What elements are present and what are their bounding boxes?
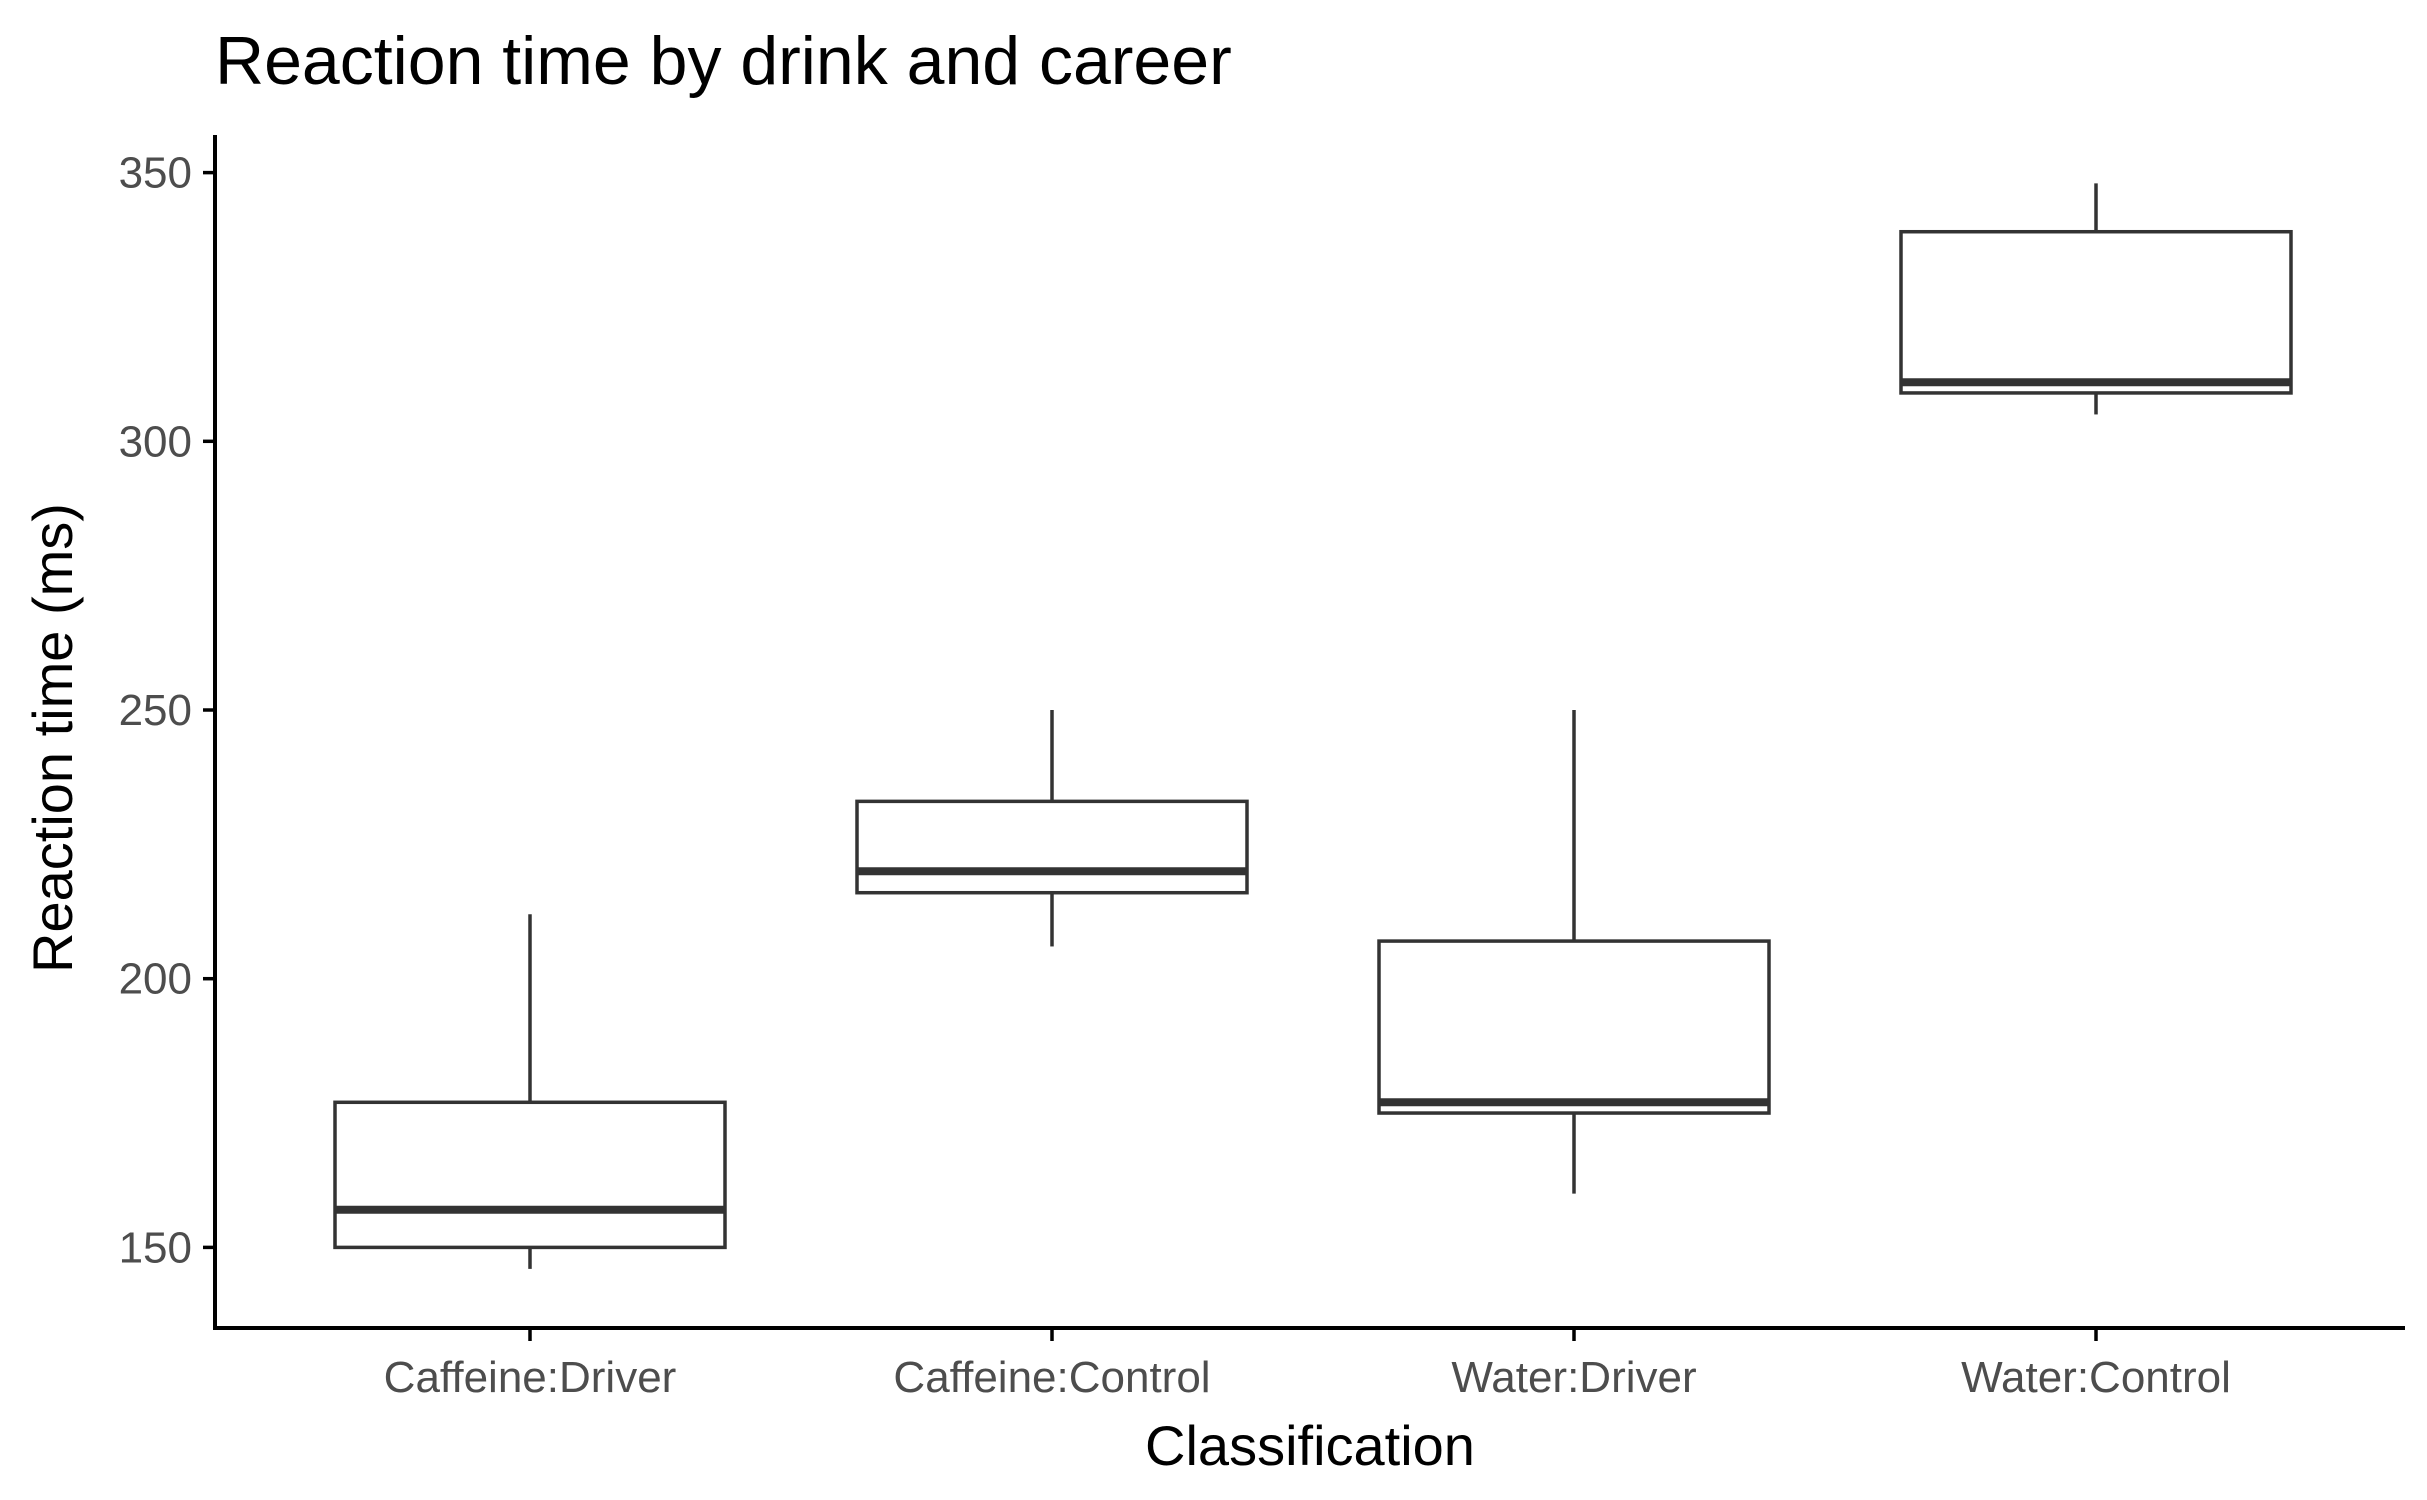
x-axis-title: Classification (1145, 1414, 1475, 1477)
box-iqr (1377, 939, 1771, 1115)
x-axis-ticks: Caffeine:Driver Caffeine:Control Water:Dri… (384, 1328, 2231, 1402)
x-tick-label: Water:Control (1961, 1353, 2231, 1402)
box-group (1899, 183, 2293, 415)
chart-title: Reaction time by drink and career (215, 23, 1232, 99)
x-tick-label: Caffeine:Control (893, 1353, 1210, 1402)
box-group (855, 710, 1249, 947)
y-tick-label: 150 (119, 1223, 192, 1272)
box-iqr (333, 1100, 727, 1250)
y-axis-ticks: 150 200 250 300 350 (119, 149, 215, 1272)
x-tick-label: Caffeine:Driver (384, 1353, 677, 1402)
y-tick-label: 300 (119, 417, 192, 466)
y-axis-title: Reaction time (ms) (21, 503, 84, 973)
x-tick-label: Water:Driver (1451, 1353, 1696, 1402)
y-tick-label: 200 (119, 955, 192, 1004)
box-iqr (1899, 229, 2293, 395)
y-tick-label: 350 (119, 149, 192, 198)
box-group (1377, 710, 1771, 1194)
box-group (333, 914, 727, 1269)
box-iqr (855, 799, 1249, 895)
y-tick-label: 250 (119, 686, 192, 735)
plot-area (333, 183, 2293, 1269)
